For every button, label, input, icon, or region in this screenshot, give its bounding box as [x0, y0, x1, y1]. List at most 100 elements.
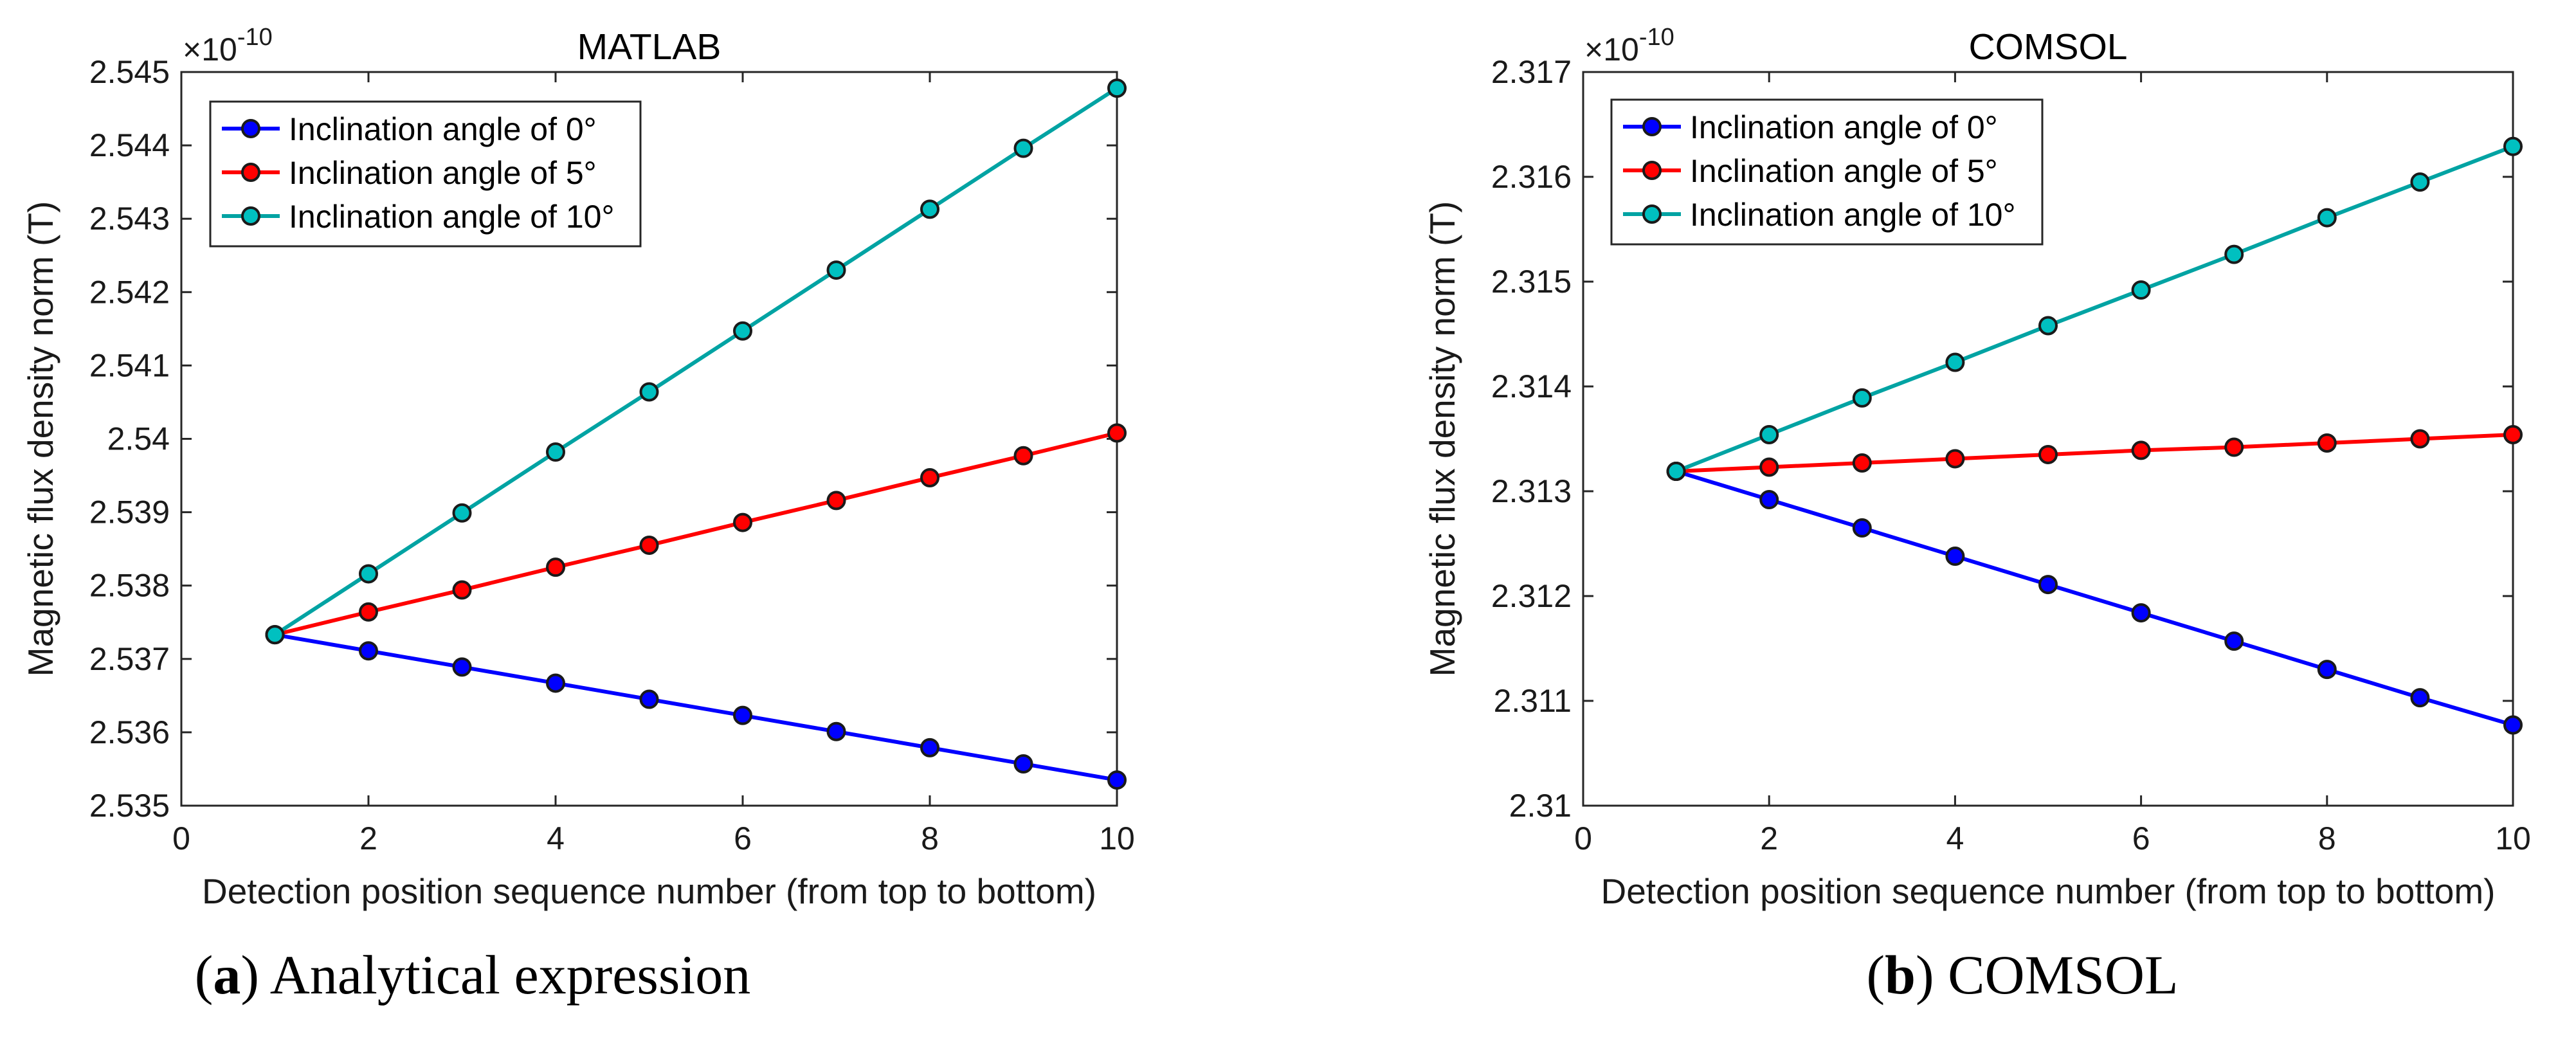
- data-point: [639, 382, 659, 402]
- y-tick-label: 2.317: [1491, 54, 1572, 90]
- data-point: [1945, 547, 1965, 566]
- y-axis-label: Magnetic flux density norm (T): [21, 201, 60, 677]
- y-tick-label: 2.314: [1491, 368, 1572, 404]
- legend-label: Inclination angle of 5°: [289, 155, 597, 191]
- data-point: [826, 491, 846, 511]
- series-line: [1676, 432, 2514, 474]
- chart-title: COMSOL: [1968, 26, 2127, 68]
- x-tick-label: 10: [2495, 820, 2531, 856]
- y-tick-label: 2.312: [1491, 578, 1572, 614]
- legend-item: Inclination angle of 10°: [222, 199, 614, 235]
- y-tick-label: 2.545: [89, 54, 170, 90]
- legend: Inclination angle of 0° Inclination angle…: [1610, 98, 2044, 246]
- y-tick-label: 2.313: [1491, 473, 1572, 509]
- data-point: [2224, 244, 2244, 264]
- series-line: [1675, 469, 2514, 727]
- y-tick-label: 2.316: [1491, 159, 1572, 195]
- data-point: [2038, 316, 2058, 336]
- data-point: [826, 721, 846, 741]
- caption-text: COMSOL: [1934, 944, 2179, 1006]
- data-point: [1852, 453, 1872, 473]
- caption-paren-open: (: [195, 944, 213, 1006]
- y-axis-label: Magnetic flux density norm (T): [1422, 201, 1462, 677]
- data-point: [1945, 352, 1965, 372]
- data-point: [2317, 433, 2337, 453]
- caption-paren-open: (: [1866, 944, 1885, 1006]
- data-point: [2317, 208, 2337, 228]
- data-point: [2503, 424, 2523, 444]
- data-point: [265, 625, 285, 645]
- data-point: [2131, 440, 2151, 460]
- caption-text: Analytical expression: [259, 944, 750, 1006]
- data-point: [2038, 575, 2058, 595]
- legend-item: Inclination angle of 5°: [222, 155, 597, 191]
- data-point: [1945, 449, 1965, 469]
- legend-label: Inclination angle of 5°: [1690, 153, 1998, 189]
- data-point: [2131, 280, 2151, 300]
- data-point: [1852, 518, 1872, 538]
- legend: Inclination angle of 0° Inclination angle…: [209, 100, 642, 248]
- caption-paren-close: ): [240, 944, 259, 1006]
- x-tick-label: 6: [734, 820, 752, 856]
- y-multiplier-base: ×10: [1584, 32, 1639, 68]
- data-point: [2503, 136, 2523, 156]
- series-0: [265, 625, 1127, 790]
- legend-item: Inclination angle of 0°: [222, 111, 597, 147]
- data-point: [546, 442, 565, 462]
- chart-title: MATLAB: [577, 26, 721, 68]
- legend-label: Inclination angle of 10°: [289, 199, 614, 235]
- legend-marker: [241, 163, 260, 182]
- y-tick-label: 2.541: [89, 347, 170, 383]
- data-point: [733, 321, 752, 341]
- data-point: [1759, 424, 1779, 444]
- data-point: [1759, 490, 1779, 510]
- y-multiplier-exponent: -10: [1639, 24, 1674, 51]
- legend-item: Inclination angle of 10°: [1623, 197, 2015, 233]
- legend-item: Inclination angle of 0°: [1623, 109, 1998, 145]
- legend-marker: [241, 206, 260, 226]
- data-point: [359, 602, 378, 622]
- y-tick-label: 2.544: [89, 127, 170, 163]
- legend-item: Inclination angle of 5°: [1623, 153, 1998, 189]
- data-point: [2410, 172, 2430, 192]
- data-point: [452, 657, 472, 677]
- x-tick-label: 2: [359, 820, 377, 856]
- data-point: [1107, 78, 1127, 98]
- x-tick-label: 0: [172, 820, 190, 856]
- subfigure-caption: (b) COMSOL: [1866, 944, 2178, 1006]
- legend-label: Inclination angle of 10°: [1690, 197, 2015, 233]
- data-point: [733, 705, 752, 725]
- data-point: [1107, 770, 1127, 790]
- data-point: [920, 467, 939, 487]
- y-tick-label: 2.536: [89, 714, 170, 750]
- caption-letter: a: [213, 944, 240, 1006]
- data-point: [826, 260, 846, 280]
- y-tick-label: 2.315: [1491, 264, 1572, 300]
- legend-box: [1610, 98, 2044, 246]
- y-tick-label: 2.539: [89, 494, 170, 530]
- data-point: [1852, 388, 1872, 408]
- legend-marker: [1642, 204, 1662, 224]
- x-tick-label: 0: [1574, 820, 1592, 856]
- legend-label: Inclination angle of 0°: [289, 111, 597, 147]
- data-point: [920, 738, 939, 757]
- series-2: [1666, 136, 2523, 482]
- series-1: [1666, 424, 2523, 482]
- data-point: [2410, 688, 2430, 708]
- data-point: [359, 641, 378, 661]
- series-line: [1675, 144, 2514, 473]
- data-point: [1013, 754, 1033, 774]
- y-tick-label: 2.537: [89, 641, 170, 677]
- data-point: [359, 564, 378, 584]
- caption-letter: b: [1885, 944, 1916, 1006]
- x-axis-label: Detection position sequence number (from…: [202, 871, 1096, 911]
- legend-box: [209, 100, 642, 248]
- x-tick-label: 4: [1946, 820, 1964, 856]
- data-point: [639, 535, 659, 555]
- data-point: [1759, 457, 1779, 477]
- data-point: [1666, 462, 1686, 482]
- data-point: [546, 557, 565, 577]
- data-point: [546, 673, 565, 693]
- y-tick-label: 2.542: [89, 274, 170, 310]
